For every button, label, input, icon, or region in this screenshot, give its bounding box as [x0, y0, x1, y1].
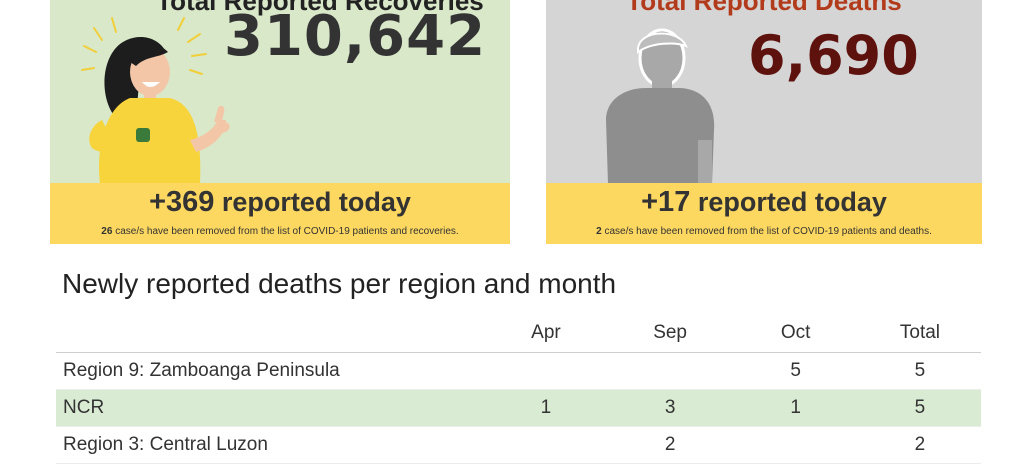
oct-cell: 1 [732, 389, 859, 427]
sep-cell [607, 352, 733, 390]
apr-cell: 1 [484, 389, 608, 427]
recoveries-title: Total Reported Recoveries [156, 0, 484, 16]
recoveries-today-count: +369 [149, 186, 215, 218]
recoveries-card: Total Reported Recoveries 310,642 +369 r… [50, 0, 510, 244]
total-recoveries-count: 310,642 [224, 4, 487, 69]
table-row: NCR 1 3 1 5 [56, 389, 981, 427]
recoveries-today-label: reported today [214, 187, 411, 217]
recoveries-removed-note: 26 case/s have been removed from the lis… [50, 226, 510, 237]
deaths-removed-note: 2 case/s have been removed from the list… [546, 226, 982, 237]
column-header-oct: Oct [732, 314, 859, 353]
deaths-card: Total Reported Deaths 6,690 +17 reported… [546, 0, 982, 244]
sep-cell: 2 [607, 426, 733, 464]
deaths-table-title: Newly reported deaths per region and mon… [62, 268, 617, 299]
column-header-apr: Apr [484, 314, 608, 353]
column-header-total: Total [858, 314, 981, 353]
deaths-today-label: reported today [690, 187, 887, 217]
recoveries-removed-count: 26 [101, 226, 113, 237]
region-cell: Region 9: Zamboanga Peninsula [56, 352, 485, 390]
apr-cell [484, 352, 608, 390]
deaths-title: Total Reported Deaths [626, 0, 902, 16]
apr-cell [484, 426, 608, 464]
person-silhouette-illustration [606, 28, 715, 184]
total-deaths-count: 6,690 [748, 24, 919, 87]
sep-cell: 3 [607, 389, 733, 427]
total-cell: 2 [858, 426, 981, 464]
deaths-per-region-table: Apr Sep Oct Total Region 9: Zamboanga Pe… [56, 314, 981, 464]
happy-woman-illustration [81, 17, 230, 184]
region-cell: Region 3: Central Luzon [56, 426, 485, 464]
column-header-region [56, 314, 485, 353]
table-row: Region 9: Zamboanga Peninsula 5 5 [56, 352, 981, 390]
region-cell: NCR [56, 389, 485, 427]
deaths-removed-count: 2 [596, 226, 602, 237]
oct-cell: 5 [732, 352, 859, 390]
recoveries-today-band: +369 reported today 26 case/s have been … [50, 183, 510, 244]
recoveries-removed-text: case/s have been removed from the list o… [112, 226, 459, 237]
deaths-removed-text: case/s have been removed from the list o… [601, 226, 932, 237]
deaths-today-count: +17 [641, 186, 691, 218]
total-cell: 5 [858, 352, 981, 390]
deaths-today-band: +17 reported today 2 case/s have been re… [546, 183, 982, 244]
total-cell: 5 [858, 389, 981, 427]
recoveries-today: +369 reported today [50, 186, 510, 219]
oct-cell [732, 426, 859, 464]
table-row: Region 3: Central Luzon 2 2 [56, 426, 981, 464]
column-header-sep: Sep [607, 314, 733, 353]
deaths-today: +17 reported today [546, 186, 982, 219]
table-header-row: Apr Sep Oct Total [56, 314, 981, 353]
